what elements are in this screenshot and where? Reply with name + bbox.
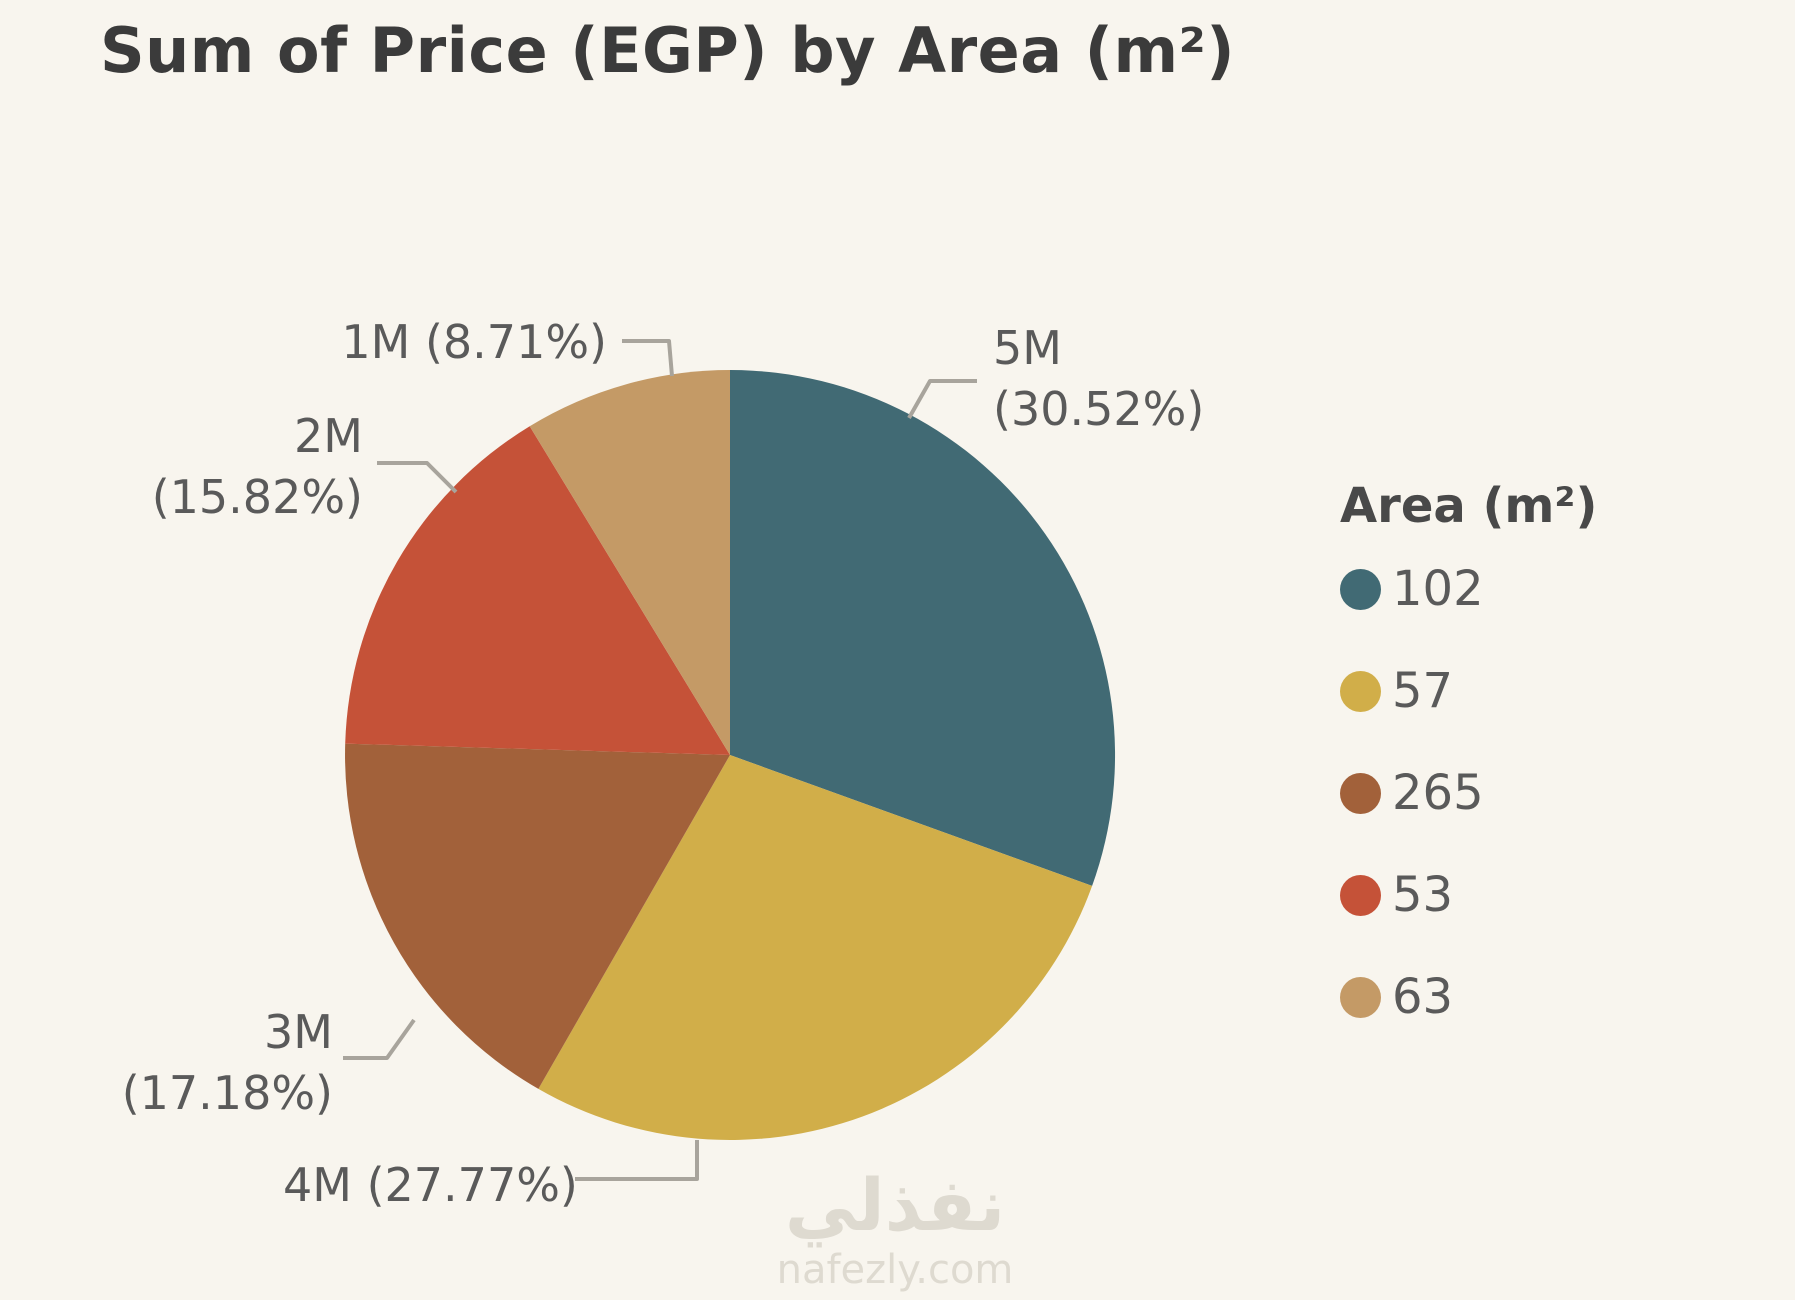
legend-item-102[interactable]: 102 (1340, 561, 1597, 617)
pie-slice-3M[interactable] (345, 743, 730, 1089)
callout-label-3M: 3M (17.18%) (121, 1005, 333, 1120)
legend-item-label: 265 (1392, 765, 1484, 821)
legend-color-dot (1340, 568, 1381, 610)
legend-item-53[interactable]: 53 (1340, 867, 1597, 923)
callout-label-4M: 4M (27.77%) (283, 1158, 578, 1212)
callout-label-2M: 2M (15.82%) (151, 409, 363, 524)
callout-label-1M: 1M (8.71%) (341, 315, 607, 369)
legend: Area (m²) 102 57 265 53 63 (1340, 478, 1597, 1074)
legend-item-label: 53 (1392, 867, 1454, 923)
chart-title: Sum of Price (EGP) by Area (m²) (100, 14, 1236, 87)
legend-color-dot (1340, 772, 1381, 814)
callout-leader-line-1M (622, 339, 674, 377)
legend-items: 102 57 265 53 63 (1340, 561, 1597, 1025)
callout-leader-line-2M (377, 461, 458, 494)
legend-item-label: 57 (1392, 663, 1454, 719)
legend-item-label: 63 (1392, 969, 1454, 1025)
pie-slice-4M[interactable] (538, 755, 1093, 1140)
pie-slice-1M[interactable] (529, 370, 730, 755)
legend-item-63[interactable]: 63 (1340, 969, 1597, 1025)
legend-color-dot (1340, 874, 1381, 916)
legend-item-label: 102 (1392, 561, 1484, 617)
pie-slice-2M[interactable] (345, 426, 730, 755)
legend-item-57[interactable]: 57 (1340, 663, 1597, 719)
pie-slice-5M[interactable] (730, 370, 1116, 886)
legend-title: Area (m²) (1340, 478, 1598, 534)
callout-leader-line-4M (575, 1140, 699, 1181)
callout-leader-line-5M (907, 379, 977, 419)
legend-item-265[interactable]: 265 (1340, 765, 1597, 821)
legend-color-dot (1340, 976, 1381, 1018)
callout-leader-line-3M (343, 1018, 416, 1060)
legend-color-dot (1340, 670, 1381, 712)
callout-label-5M: 5M (30.52%) (993, 321, 1205, 436)
